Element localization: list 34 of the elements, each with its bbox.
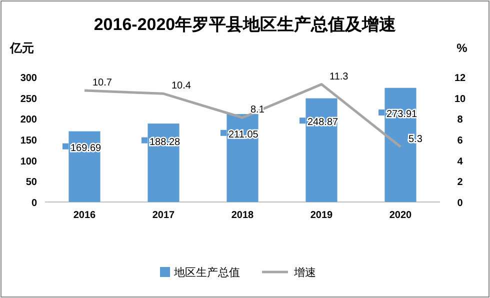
y-tick-label: 0 [31,198,38,209]
legend-label: 地区生产总值 [173,266,240,279]
y2-tick-label: 2 [457,177,464,188]
x-tick-label: 2020 [389,210,412,221]
y2-tick-label: 6 [457,136,464,146]
y-tick-label: 250 [20,94,38,105]
y2-tick-label: 12 [454,73,466,84]
y-tick-label: 100 [20,156,38,168]
x-tick-label: 2016 [73,210,96,221]
chart-title: 2016-2020年罗平县地区生产总值及增速 [94,15,396,34]
x-tick-label: 2018 [231,210,254,221]
legend-label: 增速 [293,266,316,279]
y2-tick-label: 0 [457,198,464,209]
data-label: 10.4 [172,80,192,92]
y-axis-title: 亿元 [9,41,34,55]
y-tick-label: 50 [26,177,38,188]
bar [306,98,338,202]
y2-axis-title: % [456,41,468,55]
data-label: 169.69 [70,142,102,154]
y-tick-label: 200 [20,114,38,126]
y2-tick-label: 10 [454,94,466,105]
data-label: 248.87 [308,117,339,128]
data-label: 10.7 [92,78,112,89]
x-tick-label: 2019 [310,210,334,221]
y-tick-label: 150 [20,136,38,146]
data-label: 11.3 [330,71,349,82]
y-tick-label: 300 [20,73,38,84]
bar [148,124,180,202]
data-label: 8.1 [250,104,265,116]
data-label: 211.05 [228,129,259,140]
x-tick-label: 2017 [152,210,176,221]
y2-tick-label: 8 [457,114,464,126]
data-label: 273.91 [386,108,418,120]
y2-tick-label: 4 [457,156,464,168]
